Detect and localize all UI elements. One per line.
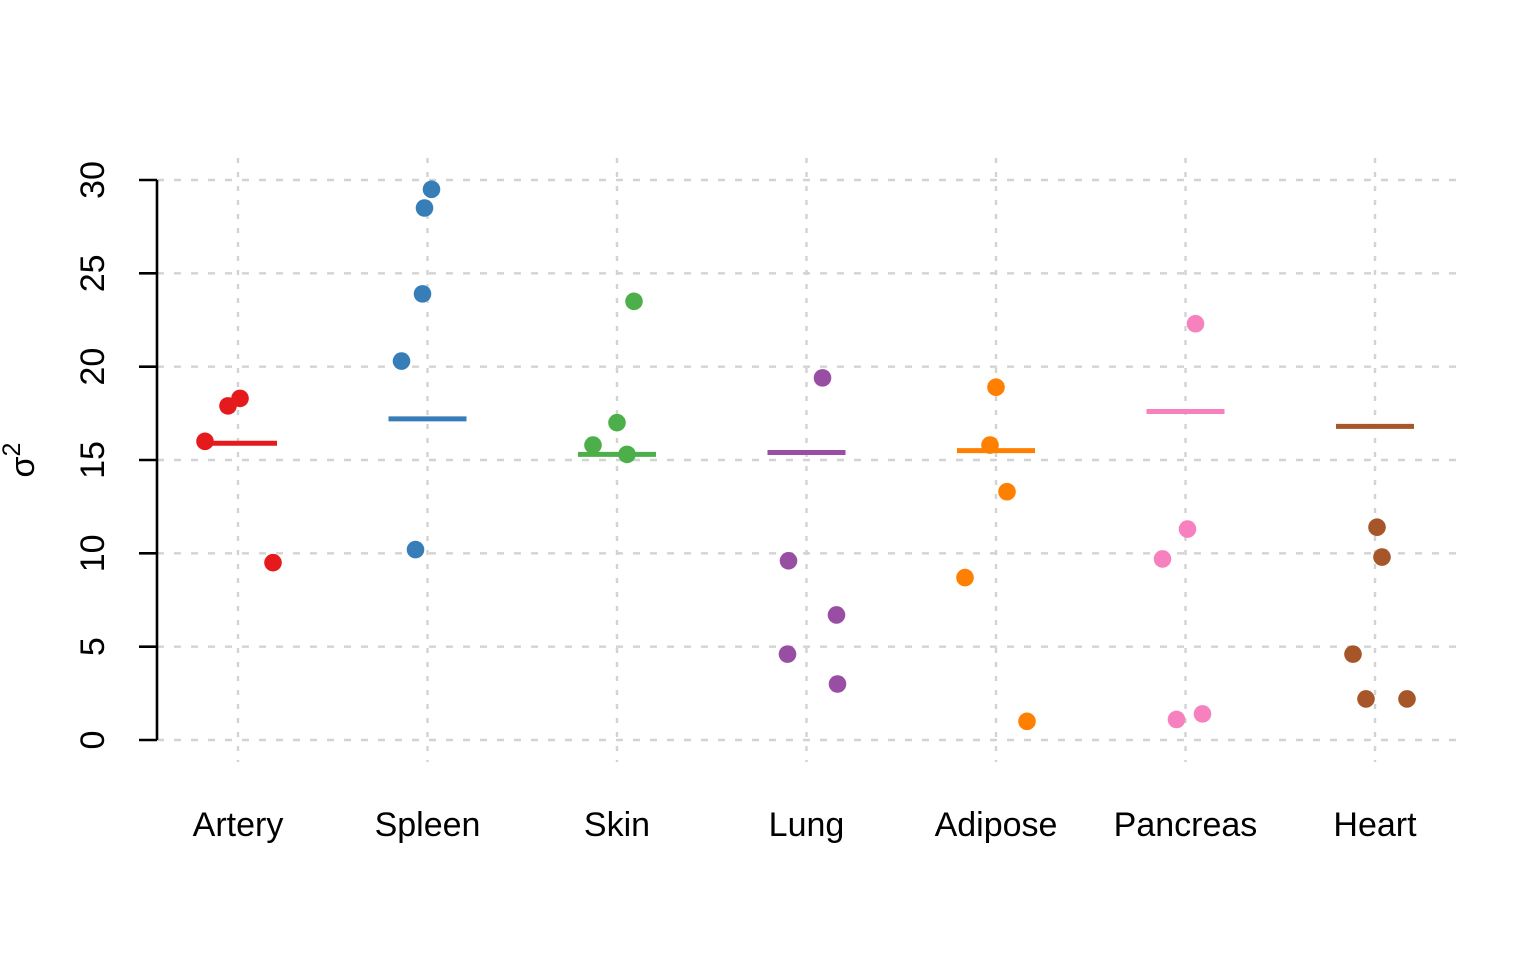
x-category-label: Heart [1333,806,1417,844]
x-category-label: Pancreas [1114,806,1258,844]
data-point [625,292,643,311]
data-point [956,568,974,587]
series-artery [196,389,282,572]
data-point [827,606,846,624]
data-point [392,352,411,370]
y-tick-label: 30 [74,161,112,199]
data-point [1178,520,1197,538]
y-tick-label: 20 [74,348,112,386]
y-axis [139,178,159,742]
data-point [998,482,1016,501]
data-point [608,413,626,432]
data-point [413,285,432,303]
y-tick-label: 5 [74,637,112,656]
data-point [231,389,249,408]
y-tick-label: 15 [74,441,112,479]
series-pancreas [1146,314,1225,729]
series-adipose [956,378,1036,731]
data-point [813,369,832,387]
data-point [1186,314,1205,333]
data-point [1373,548,1391,566]
data-point [422,180,441,199]
data-point [778,645,797,663]
data-point [779,552,798,570]
data-point [1398,690,1416,708]
y-tick-label: 0 [74,731,112,750]
x-category-label: Artery [193,806,284,844]
data-point [1167,710,1186,729]
data-point [981,436,999,454]
data-point [987,378,1005,397]
y-axis-title: σ2 [0,443,42,478]
y-tick-label: 25 [74,254,112,292]
series-skin [578,292,656,464]
gridlines [157,158,1457,762]
data-point [618,445,636,464]
series-heart [1336,423,1416,708]
data-point [1018,712,1036,731]
x-category-label: Spleen [375,806,481,844]
x-category-label: Lung [769,806,845,844]
x-category-label: Adipose [935,806,1058,844]
data-point [1193,705,1212,723]
series-spleen [388,180,467,559]
data-point [415,199,434,217]
data-point [264,553,282,572]
series-lung [767,369,847,693]
data-point [828,675,847,693]
data-point [196,432,214,451]
data-point [584,436,602,454]
x-category-label: Skin [584,806,650,844]
data-point [1344,645,1362,663]
data-point [1153,550,1172,568]
y-tick-label: 10 [74,534,112,572]
data-point [1357,690,1375,708]
data-point [1368,518,1386,536]
data-point [406,540,425,559]
